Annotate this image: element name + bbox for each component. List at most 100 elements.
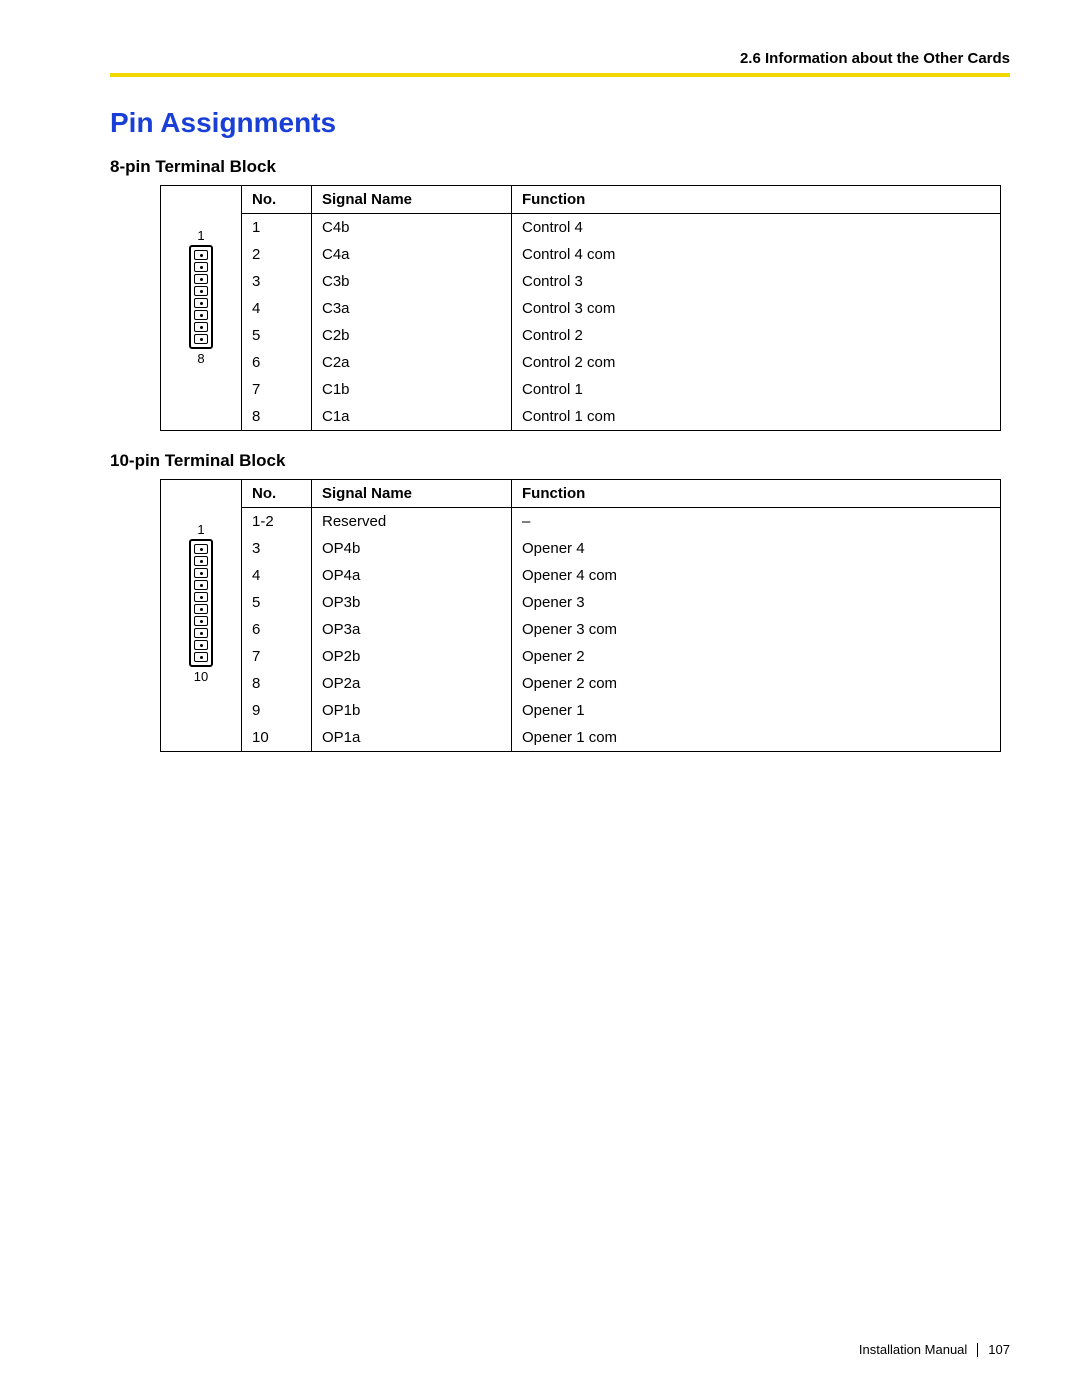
connector-pin: [194, 592, 208, 602]
footer: Installation Manual 107: [859, 1342, 1010, 1357]
header-section: 2.6 Information about the Other Cards: [110, 50, 1010, 67]
cell-function: Opener 1 com: [512, 724, 1001, 752]
cell-function: Opener 1: [512, 697, 1001, 724]
table-row: 3OP4bOpener 4: [242, 535, 1001, 562]
cell-function: Opener 3 com: [512, 616, 1001, 643]
table-row: 4OP4aOpener 4 com: [242, 562, 1001, 589]
table-row: 8OP2aOpener 2 com: [242, 670, 1001, 697]
connector-pin: [194, 556, 208, 566]
cell-no: 3: [242, 268, 312, 295]
cell-function: Control 1 com: [512, 403, 1001, 431]
table-row: 1-2Reserved–: [242, 508, 1001, 536]
table-row: 4C3aControl 3 com: [242, 295, 1001, 322]
connector-pin: [194, 544, 208, 554]
table-row: 10OP1aOpener 1 com: [242, 724, 1001, 752]
block10-title: 10-pin Terminal Block: [110, 451, 1010, 471]
cell-function: Control 2: [512, 322, 1001, 349]
th-signal: Signal Name: [312, 480, 512, 508]
cell-signal: C2a: [312, 349, 512, 376]
connector-pin: [194, 322, 208, 332]
cell-no: 9: [242, 697, 312, 724]
connector-8pin-top-label: 1: [197, 228, 204, 243]
cell-signal: C1b: [312, 376, 512, 403]
table-row: 2C4aControl 4 com: [242, 241, 1001, 268]
cell-function: Control 3: [512, 268, 1001, 295]
connector-8pin-bot-label: 8: [197, 351, 204, 366]
page: 2.6 Information about the Other Cards Pi…: [0, 0, 1080, 1397]
cell-no: 5: [242, 322, 312, 349]
cell-no: 1: [242, 214, 312, 242]
block10-image-cell: 1 10: [160, 479, 241, 752]
table-row: 5OP3bOpener 3: [242, 589, 1001, 616]
connector-8pin: 1 8: [161, 186, 241, 366]
cell-no: 2: [242, 241, 312, 268]
cell-signal: C4b: [312, 214, 512, 242]
cell-signal: OP2b: [312, 643, 512, 670]
connector-pin: [194, 286, 208, 296]
connector-8pin-body: [189, 245, 213, 349]
footer-doc: Installation Manual: [859, 1342, 967, 1357]
table-row: 3C3bControl 3: [242, 268, 1001, 295]
connector-pin: [194, 250, 208, 260]
connector-pin: [194, 310, 208, 320]
connector-pin: [194, 604, 208, 614]
connector-pin: [194, 568, 208, 578]
connector-pin: [194, 334, 208, 344]
cell-no: 8: [242, 670, 312, 697]
table-row: 8C1aControl 1 com: [242, 403, 1001, 431]
cell-signal: OP1a: [312, 724, 512, 752]
th-function: Function: [512, 186, 1001, 214]
cell-signal: C1a: [312, 403, 512, 431]
block10-wrap: 1 10 No. Signal Name Function 1-2Reserve…: [160, 479, 1010, 752]
connector-pin: [194, 628, 208, 638]
page-title: Pin Assignments: [110, 107, 1010, 139]
cell-signal: C2b: [312, 322, 512, 349]
cell-signal: Reserved: [312, 508, 512, 536]
connector-pin: [194, 580, 208, 590]
cell-no: 4: [242, 295, 312, 322]
cell-function: Control 4: [512, 214, 1001, 242]
cell-signal: OP3a: [312, 616, 512, 643]
block8-title: 8-pin Terminal Block: [110, 157, 1010, 177]
table-row: 6OP3aOpener 3 com: [242, 616, 1001, 643]
table-row: 6C2aControl 2 com: [242, 349, 1001, 376]
cell-signal: C4a: [312, 241, 512, 268]
table-header-row: No. Signal Name Function: [242, 186, 1001, 214]
table-8pin: No. Signal Name Function 1C4bControl 42C…: [241, 185, 1001, 431]
connector-pin: [194, 640, 208, 650]
cell-no: 5: [242, 589, 312, 616]
cell-function: Opener 4 com: [512, 562, 1001, 589]
footer-sep: [977, 1343, 978, 1357]
block8-wrap: 1 8 No. Signal Name Function 1C4bControl…: [160, 185, 1010, 431]
th-function: Function: [512, 480, 1001, 508]
connector-pin: [194, 274, 208, 284]
table-row: 9OP1bOpener 1: [242, 697, 1001, 724]
cell-no: 1-2: [242, 508, 312, 536]
cell-function: –: [512, 508, 1001, 536]
connector-10pin-bot-label: 10: [194, 669, 208, 684]
cell-no: 4: [242, 562, 312, 589]
connector-10pin: 1 10: [161, 480, 241, 684]
cell-function: Control 2 com: [512, 349, 1001, 376]
cell-signal: OP2a: [312, 670, 512, 697]
cell-function: Opener 3: [512, 589, 1001, 616]
cell-function: Control 4 com: [512, 241, 1001, 268]
cell-signal: OP4a: [312, 562, 512, 589]
header-rule: [110, 73, 1010, 77]
connector-pin: [194, 298, 208, 308]
cell-no: 6: [242, 616, 312, 643]
cell-no: 10: [242, 724, 312, 752]
table-row: 7OP2bOpener 2: [242, 643, 1001, 670]
cell-no: 7: [242, 376, 312, 403]
cell-function: Opener 4: [512, 535, 1001, 562]
table-10pin: No. Signal Name Function 1-2Reserved–3OP…: [241, 479, 1001, 752]
th-no: No.: [242, 186, 312, 214]
table-row: 1C4bControl 4: [242, 214, 1001, 242]
block8-image-cell: 1 8: [160, 185, 241, 431]
connector-pin: [194, 262, 208, 272]
table-row: 5C2bControl 2: [242, 322, 1001, 349]
cell-signal: OP3b: [312, 589, 512, 616]
th-signal: Signal Name: [312, 186, 512, 214]
cell-function: Opener 2 com: [512, 670, 1001, 697]
cell-function: Control 1: [512, 376, 1001, 403]
